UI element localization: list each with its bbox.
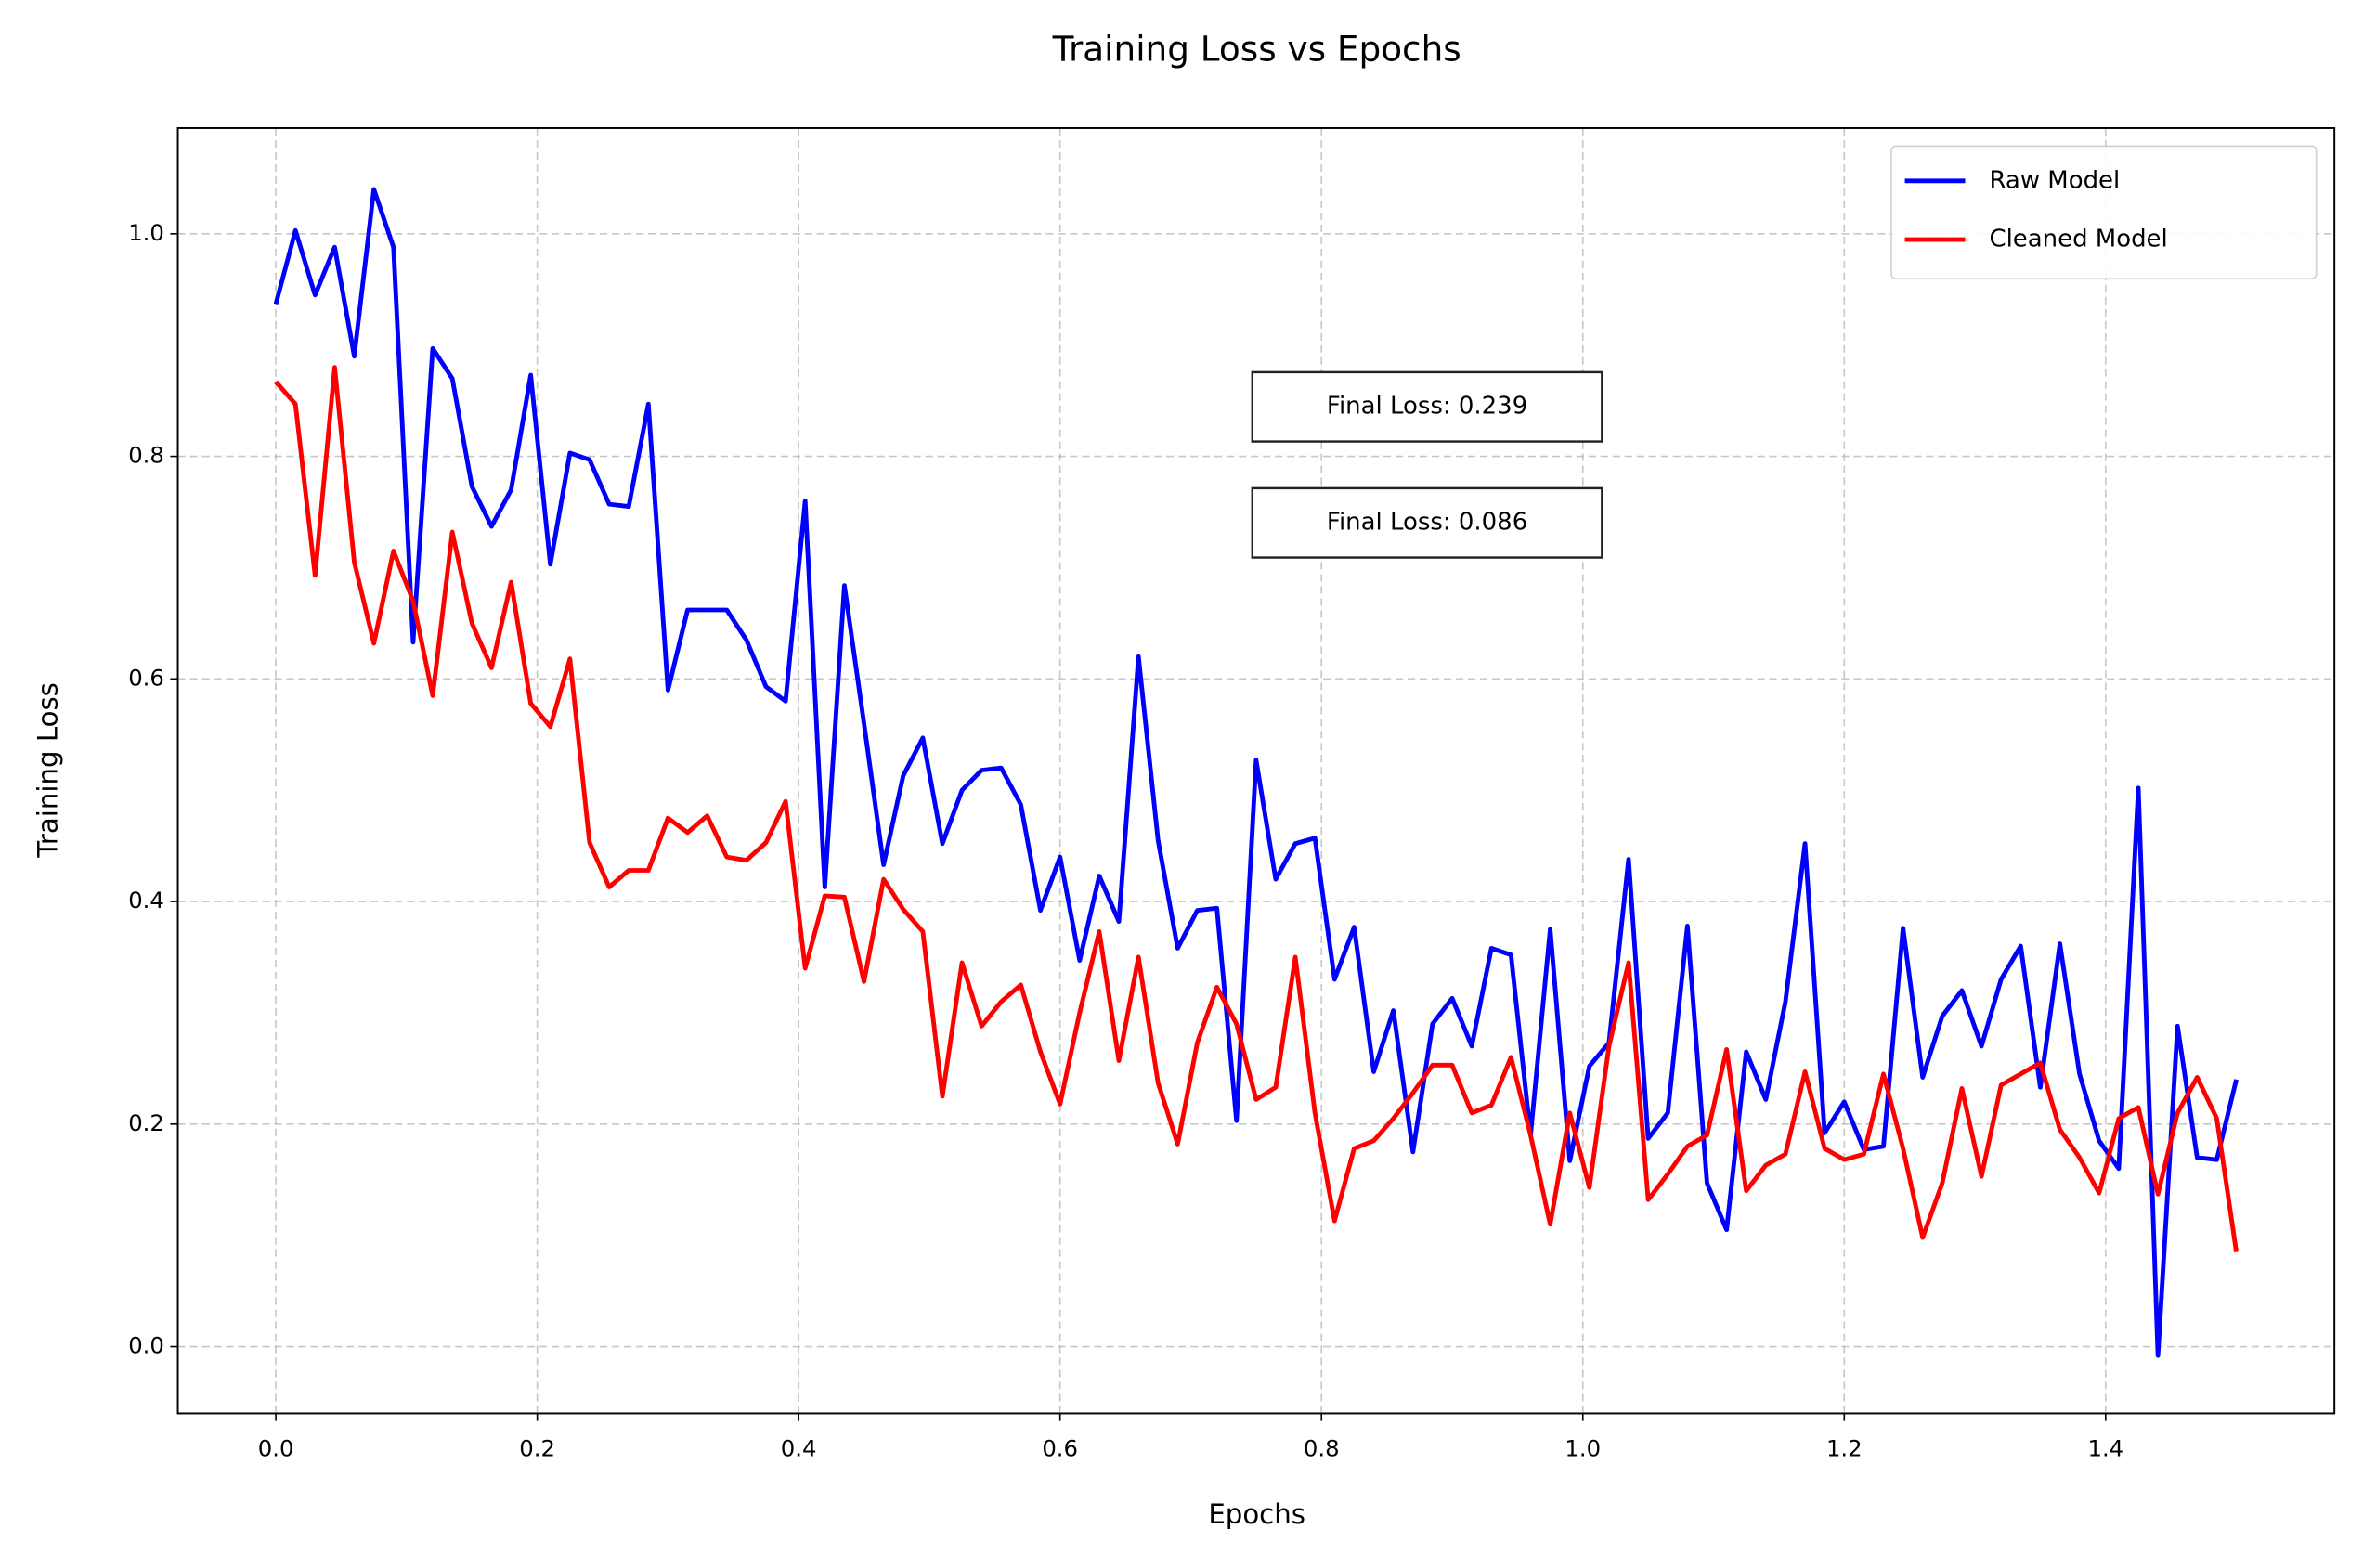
chart-title: Training Loss vs Epochs [1052,29,1461,70]
y-tick-label: 0.8 [128,442,164,469]
x-tick-label: 1.4 [2087,1434,2123,1461]
x-tick-label: 0.6 [1042,1434,1078,1461]
x-tick-label: 1.0 [1565,1434,1601,1461]
legend-label: Cleaned Model [1989,226,2167,253]
annotation: Final Loss: 0.086 [1327,509,1527,537]
x-tick-label: 0.4 [781,1434,817,1461]
y-axis-label: Training Loss [32,682,64,859]
x-tick-label: 0.0 [258,1434,294,1461]
y-tick-label: 0.2 [128,1109,164,1136]
x-tick-label: 0.2 [519,1434,555,1461]
x-tick-label: 0.8 [1304,1434,1340,1461]
y-tick-label: 0.6 [128,664,164,691]
legend-box [1890,145,2318,280]
y-tick-label: 1.0 [128,219,164,246]
annotation-box [1251,486,1603,559]
line-series [274,365,2239,1253]
y-tick-label: 0.0 [128,1332,164,1359]
x-tick-label: 1.2 [1826,1434,1863,1461]
legend-label: Raw Model [1989,166,2120,194]
annotation: Final Loss: 0.239 [1327,393,1527,421]
plot-frame [176,126,2336,1415]
y-tick-label: 0.4 [128,887,164,914]
annotation-box [1251,370,1603,443]
line-series [273,187,2239,1358]
x-axis-label: Epochs [1208,1498,1305,1530]
